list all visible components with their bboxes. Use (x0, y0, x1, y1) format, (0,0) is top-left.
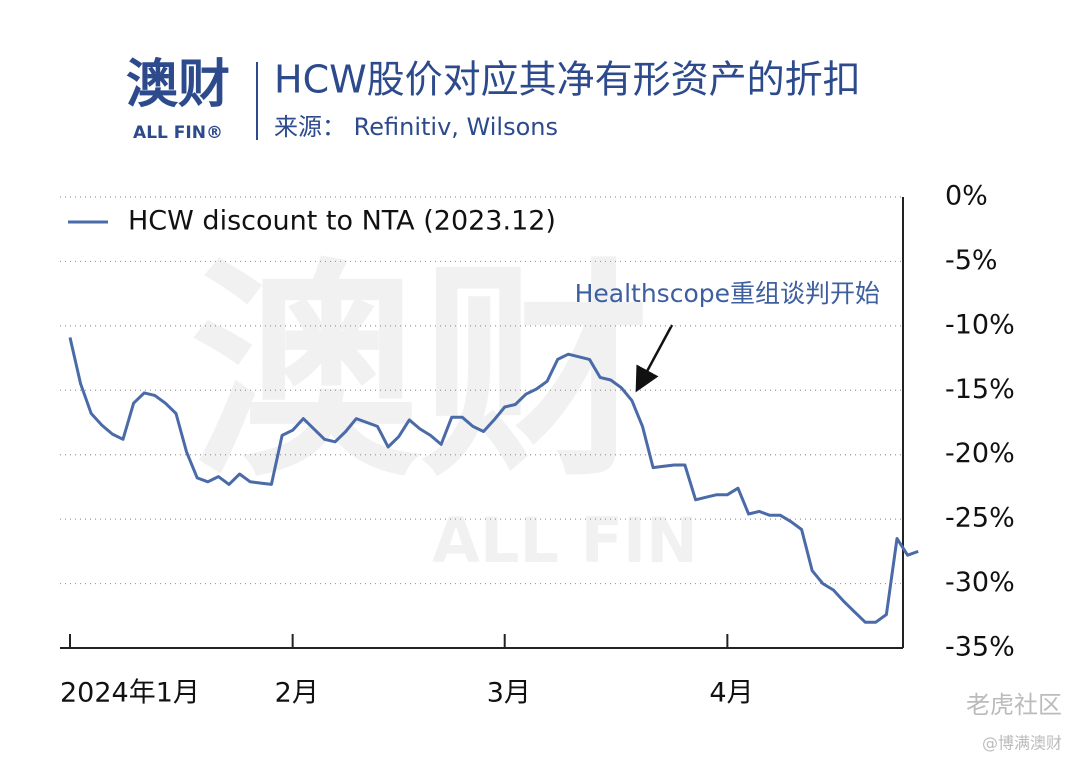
subtitle: 来源： Refinitiv, Wilsons (274, 113, 558, 141)
y-tick-label: -5% (945, 245, 998, 276)
y-tick-label: -25% (945, 503, 1015, 534)
logo-sub: ALL FIN® (133, 123, 223, 143)
x-tick-label: 3月 (487, 678, 531, 709)
y-tick-label: -30% (945, 567, 1015, 598)
annotation-arrow (635, 324, 674, 393)
logo: 澳财 (126, 55, 230, 115)
y-tick-label: 0% (945, 181, 988, 212)
y-tick-label: -10% (945, 309, 1015, 340)
watermark: ALL FIN (432, 504, 698, 577)
legend-label: HCW discount to NTA (2023.12) (128, 206, 556, 237)
line (68, 337, 919, 624)
watermark: @博满澳财 (982, 734, 1062, 753)
y-tick-label: -15% (945, 374, 1015, 405)
annotation: Healthscope重组谈判开始 (575, 279, 880, 308)
x-tick-label: 2024年1月 (60, 678, 200, 709)
y-tick-label: -20% (945, 438, 1015, 469)
watermark: 老虎社区 (966, 691, 1062, 719)
y-tick-label: -35% (945, 632, 1015, 663)
x-tick-label: 2月 (275, 678, 319, 709)
watermark: 澳财 (190, 241, 650, 508)
x-tick-label: 4月 (709, 678, 753, 709)
chart-title: HCW股价对应其净有形资产的折扣 (274, 58, 861, 102)
